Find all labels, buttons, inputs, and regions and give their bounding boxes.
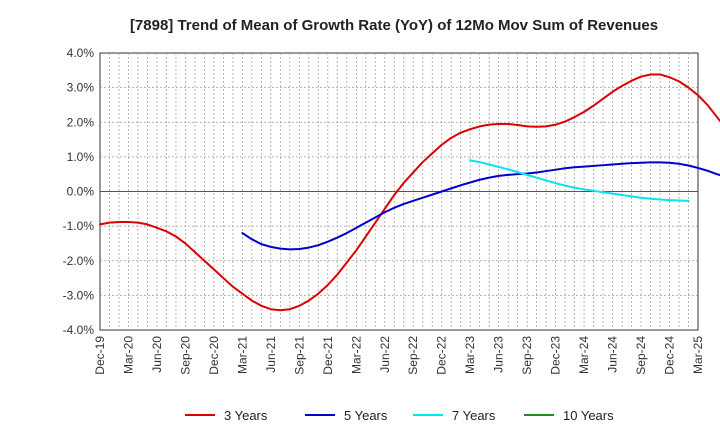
y-tick-label: 0.0%	[67, 185, 95, 199]
x-tick-label: Mar-20	[121, 336, 135, 374]
x-tick-label: Dec-19	[93, 336, 107, 375]
x-tick-label: Sep-23	[520, 336, 534, 375]
y-axis: 4.0% 3.0% 2.0% 1.0% 0.0% -1.0% -2.0% -3.0% -4.0%	[63, 46, 95, 337]
series-lines	[99, 73, 720, 312]
y-tick-label: -3.0%	[63, 288, 95, 302]
x-tick-label: Jun-23	[492, 336, 506, 373]
x-tick-label: Sep-22	[406, 336, 420, 375]
x-tick-label: Dec-24	[663, 336, 677, 375]
x-tick-label: Jun-24	[606, 336, 620, 373]
x-tick-label: Mar-22	[349, 336, 363, 374]
y-tick-label: 4.0%	[67, 46, 95, 60]
x-tick-label: Mar-24	[577, 336, 591, 374]
y-tick-label: 1.0%	[67, 150, 95, 164]
series-line-5-years	[241, 161, 720, 251]
legend-label: 7 Years	[452, 408, 496, 423]
x-tick-label: Jun-22	[378, 336, 392, 373]
series-line-3-years	[99, 73, 720, 312]
x-tick-label: Mar-23	[463, 336, 477, 374]
y-tick-label: 3.0%	[67, 81, 95, 95]
x-tick-label: Jun-20	[150, 336, 164, 373]
x-tick-label: Sep-20	[178, 336, 192, 375]
x-tick-label: Dec-21	[321, 336, 335, 375]
x-tick-label: Mar-25	[691, 336, 705, 374]
x-tick-label: Dec-23	[549, 336, 563, 375]
series-line-7-years	[469, 159, 690, 202]
y-tick-label: -2.0%	[63, 254, 95, 268]
legend-label: 5 Years	[344, 408, 388, 423]
x-axis: Dec-19 Mar-20 Jun-20 Sep-20 Dec-20 Mar-21 Jun-…	[93, 336, 705, 375]
x-tick-label: Sep-24	[634, 336, 648, 375]
x-tick-label: Mar-21	[235, 336, 249, 374]
legend-label: 3 Years	[224, 408, 268, 423]
x-tick-label: Jun-21	[264, 336, 278, 373]
x-tick-label: Dec-22	[435, 336, 449, 375]
x-tick-label: Dec-20	[207, 336, 221, 375]
x-tick-label: Sep-21	[292, 336, 306, 375]
legend: 3 Years 5 Years 7 Years 10 Years	[185, 408, 614, 423]
legend-label: 10 Years	[563, 408, 614, 423]
y-tick-label: 2.0%	[67, 115, 95, 129]
y-tick-label: -1.0%	[63, 219, 95, 233]
y-tick-label: -4.0%	[63, 323, 95, 337]
chart-title: [7898] Trend of Mean of Growth Rate (YoY…	[130, 17, 658, 34]
